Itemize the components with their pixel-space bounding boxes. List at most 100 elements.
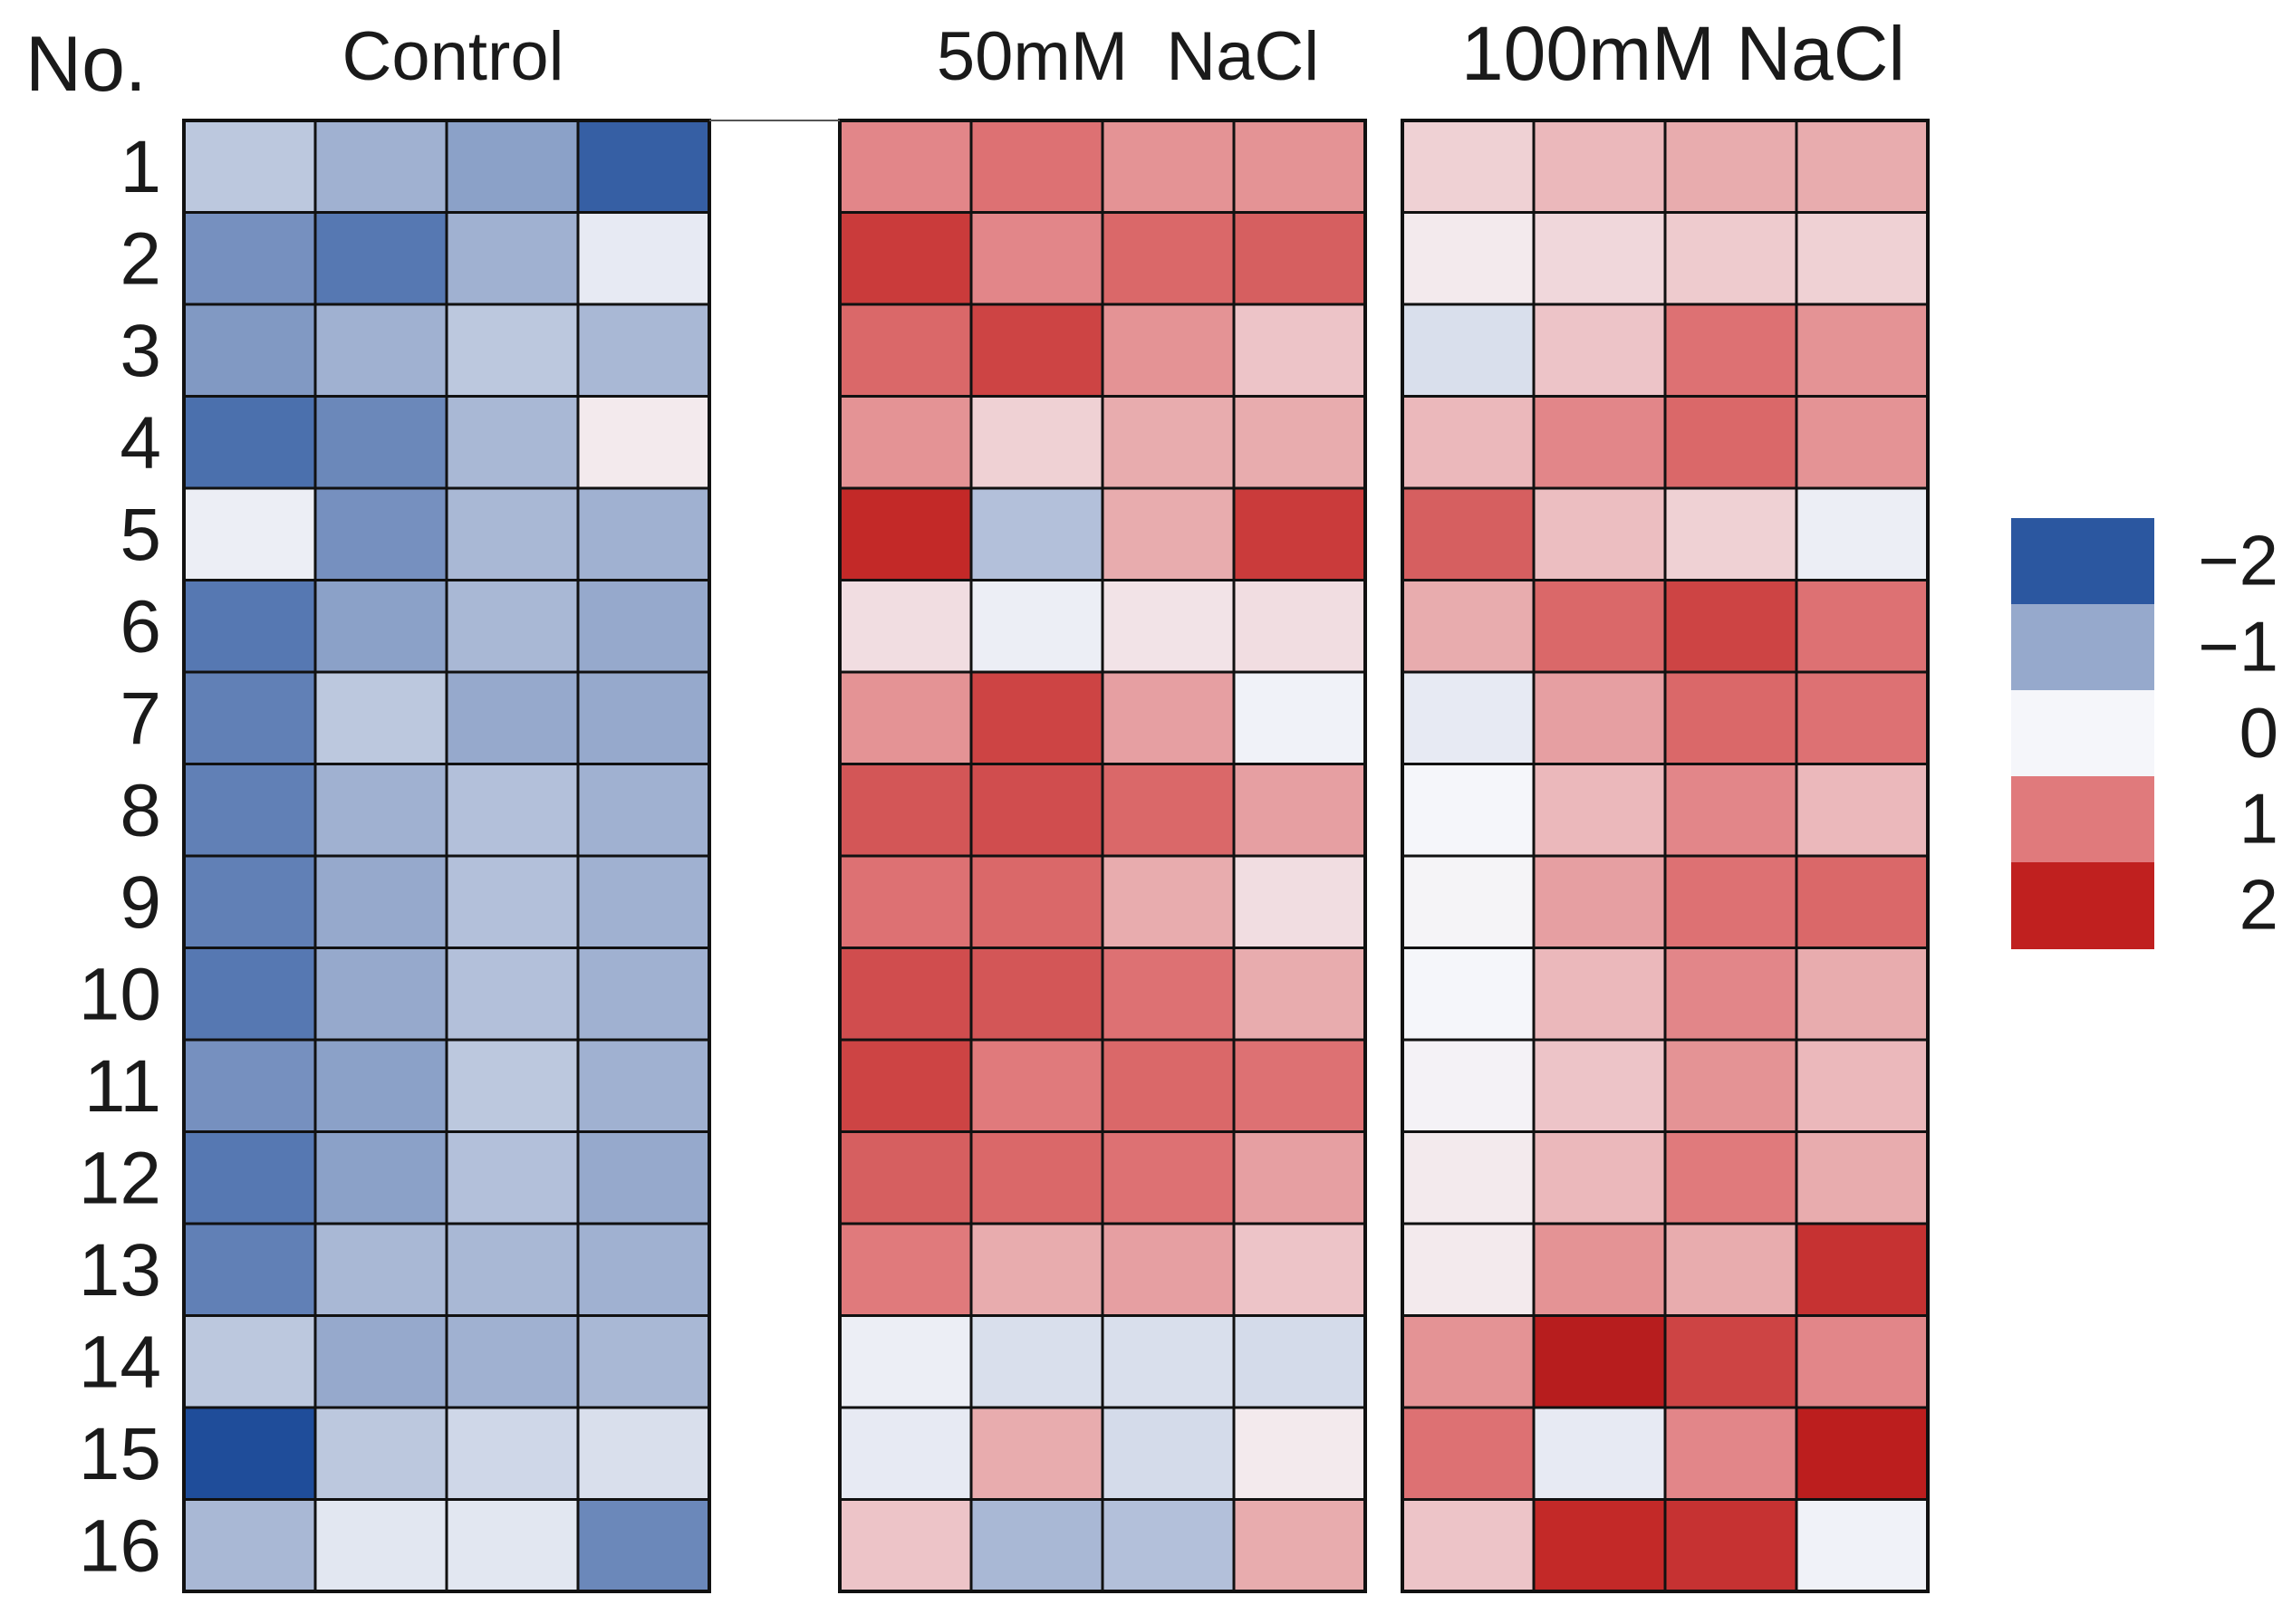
row-label: 13 — [79, 1229, 161, 1312]
heatmap-cell — [1401, 119, 1536, 214]
heatmap-cell — [182, 763, 317, 858]
heatmap-cell — [182, 211, 317, 306]
colorbar-tick-label: 0 — [2239, 693, 2278, 773]
heatmap-cell — [313, 303, 448, 398]
heatmap-cell — [313, 854, 448, 949]
heatmap-cell — [1232, 211, 1367, 306]
heatmap-cell — [838, 119, 973, 214]
heatmap-cell — [1232, 1498, 1367, 1593]
heatmap-cell — [445, 303, 580, 398]
row-label: 1 — [120, 126, 161, 208]
heatmap-cell — [969, 763, 1104, 858]
colorbar-tick-label: −1 — [2198, 607, 2278, 687]
heatmap-cell — [1795, 763, 1930, 858]
heatmap-cell — [1663, 947, 1798, 1042]
heatmap-cell — [313, 1222, 448, 1317]
heatmap-cell — [1401, 211, 1536, 306]
heatmap-cell — [445, 1498, 580, 1593]
heatmap-cell — [1401, 303, 1536, 398]
heatmap-cell — [838, 579, 973, 674]
heatmap-cell — [445, 1038, 580, 1133]
heatmap-cell — [1401, 1038, 1536, 1133]
heatmap-cell — [838, 303, 973, 398]
heatmap-cell — [838, 1038, 973, 1133]
row-label: 14 — [79, 1321, 161, 1403]
heatmap-cell — [313, 1130, 448, 1225]
heatmap-cell — [838, 1130, 973, 1225]
heatmap-cell — [1795, 303, 1930, 398]
row-label: 7 — [120, 677, 161, 760]
heatmap-cell — [1232, 486, 1367, 581]
heatmap-cell — [182, 579, 317, 674]
heatmap-cell — [1795, 395, 1930, 490]
heatmap-cell — [1532, 947, 1667, 1042]
heatmap-cell — [969, 395, 1104, 490]
heatmap-cell — [313, 763, 448, 858]
heatmap-cell — [313, 947, 448, 1042]
group-title-0: Control — [342, 18, 564, 95]
heatmap-cell — [1232, 1406, 1367, 1501]
heatmap-cell — [445, 1314, 580, 1409]
heatmap-cell — [969, 1038, 1104, 1133]
heatmap-cell — [1532, 1130, 1667, 1225]
heatmap-cell — [445, 1406, 580, 1501]
heatmap-cell — [969, 119, 1104, 214]
heatmap-cell — [1232, 1314, 1367, 1409]
heatmap-cell — [1795, 947, 1930, 1042]
heatmap-cell — [1532, 395, 1667, 490]
heatmap-cell — [1232, 579, 1367, 674]
heatmap-cell — [182, 1130, 317, 1225]
heatmap-cell — [1795, 119, 1930, 214]
heatmap-cell — [1401, 763, 1536, 858]
heatmap-cell — [313, 119, 448, 214]
heatmap-cell — [1101, 854, 1236, 949]
heatmap-cell — [1663, 854, 1798, 949]
heatmap-cell — [1663, 1222, 1798, 1317]
heatmap-cell — [445, 854, 580, 949]
heatmap-cell — [182, 395, 317, 490]
heatmap-cell — [1232, 670, 1367, 765]
heatmap-cell — [1401, 395, 1536, 490]
heatmap-cell — [838, 854, 973, 949]
heatmap-cell — [969, 1406, 1104, 1501]
heatmap-cell — [838, 1406, 973, 1501]
heatmap-cell — [1101, 763, 1236, 858]
heatmap-cell — [1232, 763, 1367, 858]
heatmap-cell — [838, 763, 973, 858]
heatmap-cell — [1532, 763, 1667, 858]
heatmap-cell — [182, 947, 317, 1042]
heatmap-cell — [1795, 1314, 1930, 1409]
heatmap-cell — [1663, 579, 1798, 674]
heatmap-cell — [1795, 854, 1930, 949]
heatmap-cell — [313, 1498, 448, 1593]
heatmap-cell — [445, 763, 580, 858]
heatmap-cell — [576, 486, 711, 581]
heatmap-cell — [445, 670, 580, 765]
colorbar-swatch — [2011, 604, 2154, 691]
heatmap-cell — [576, 1406, 711, 1501]
row-label: 3 — [120, 310, 161, 392]
heatmap-cell — [1663, 763, 1798, 858]
colorbar-swatch — [2011, 690, 2154, 777]
heatmap-cell — [313, 395, 448, 490]
heatmap-cell — [1532, 854, 1667, 949]
heatmap-cell — [576, 1314, 711, 1409]
heatmap-cell — [1532, 1222, 1667, 1317]
heatmap-cell — [1232, 947, 1367, 1042]
heatmap-cell — [1232, 119, 1367, 214]
heatmap-cell — [313, 1406, 448, 1501]
heatmap-cell — [1232, 1222, 1367, 1317]
heatmap-cell — [576, 119, 711, 214]
heatmap-cell — [1532, 1498, 1667, 1593]
heatmap-cell — [576, 670, 711, 765]
colorbar-swatch — [2011, 518, 2154, 605]
heatmap-cell — [969, 303, 1104, 398]
heatmap-cell — [313, 1314, 448, 1409]
heatmap-cell — [838, 670, 973, 765]
heatmap-cell — [1663, 486, 1798, 581]
colorbar-swatch — [2011, 862, 2154, 949]
heatmap-cell — [1795, 1130, 1930, 1225]
heatmap-cell — [1232, 303, 1367, 398]
heatmap-cell — [1532, 1406, 1667, 1501]
